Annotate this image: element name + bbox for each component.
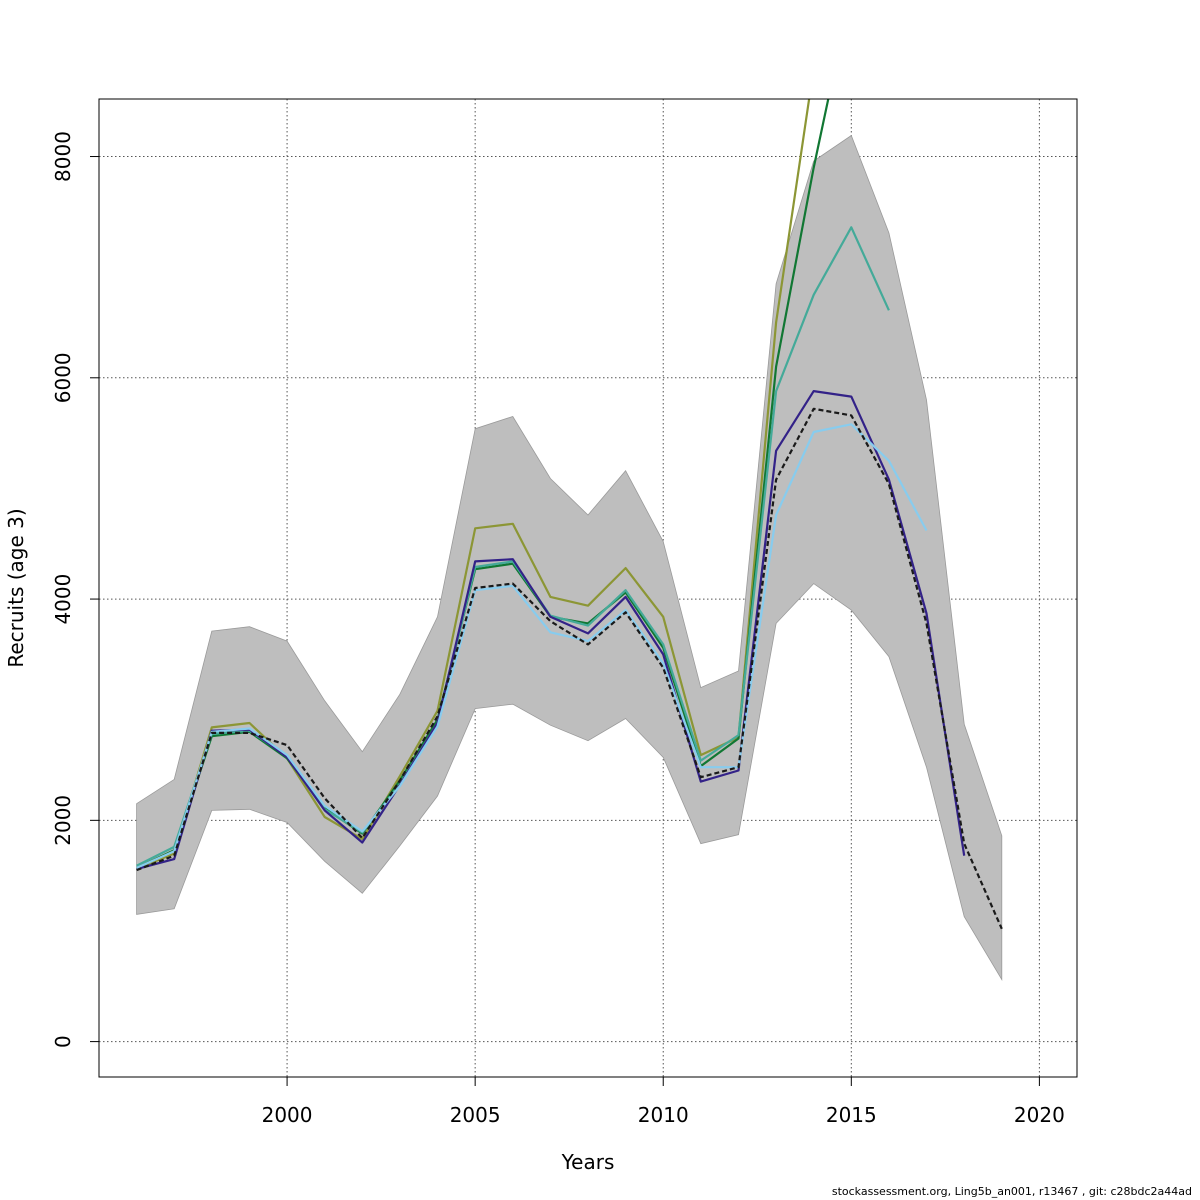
x-tick-label-0: 2000 [262, 1103, 313, 1127]
y-tick-label-3: 6000 [51, 352, 75, 403]
series-line-3 [136, 390, 966, 871]
x-axis: 2000 2005 2010 2015 2020 [262, 1077, 1065, 1127]
plot-frame [98, 98, 1078, 1078]
confidence-band-area [136, 134, 1003, 982]
x-tick-label-2: 2010 [638, 1103, 689, 1127]
series-line-5 [136, 407, 1003, 930]
series-line-0 [136, 99, 811, 871]
y-tick-label-4: 8000 [51, 131, 75, 182]
y-tick-label-0: 0 [51, 1035, 75, 1048]
confidence-band [136, 134, 1003, 982]
x-axis-title: Years [561, 1150, 615, 1174]
footer-credit: stockassessment.org, Ling5b_an001, r1346… [831, 1185, 1192, 1198]
x-tick-label-3: 2015 [826, 1103, 877, 1127]
series-lines [136, 99, 1003, 930]
x-tick-label-1: 2005 [450, 1103, 501, 1127]
y-axis: 0 2000 4000 6000 8000 [51, 131, 99, 1048]
x-tick-label-4: 2020 [1014, 1103, 1065, 1127]
y-axis-title: Recruits (age 3) [4, 508, 28, 667]
y-tick-label-1: 2000 [51, 795, 75, 846]
series-line-4 [136, 423, 928, 869]
y-tick-label-2: 4000 [51, 574, 75, 625]
